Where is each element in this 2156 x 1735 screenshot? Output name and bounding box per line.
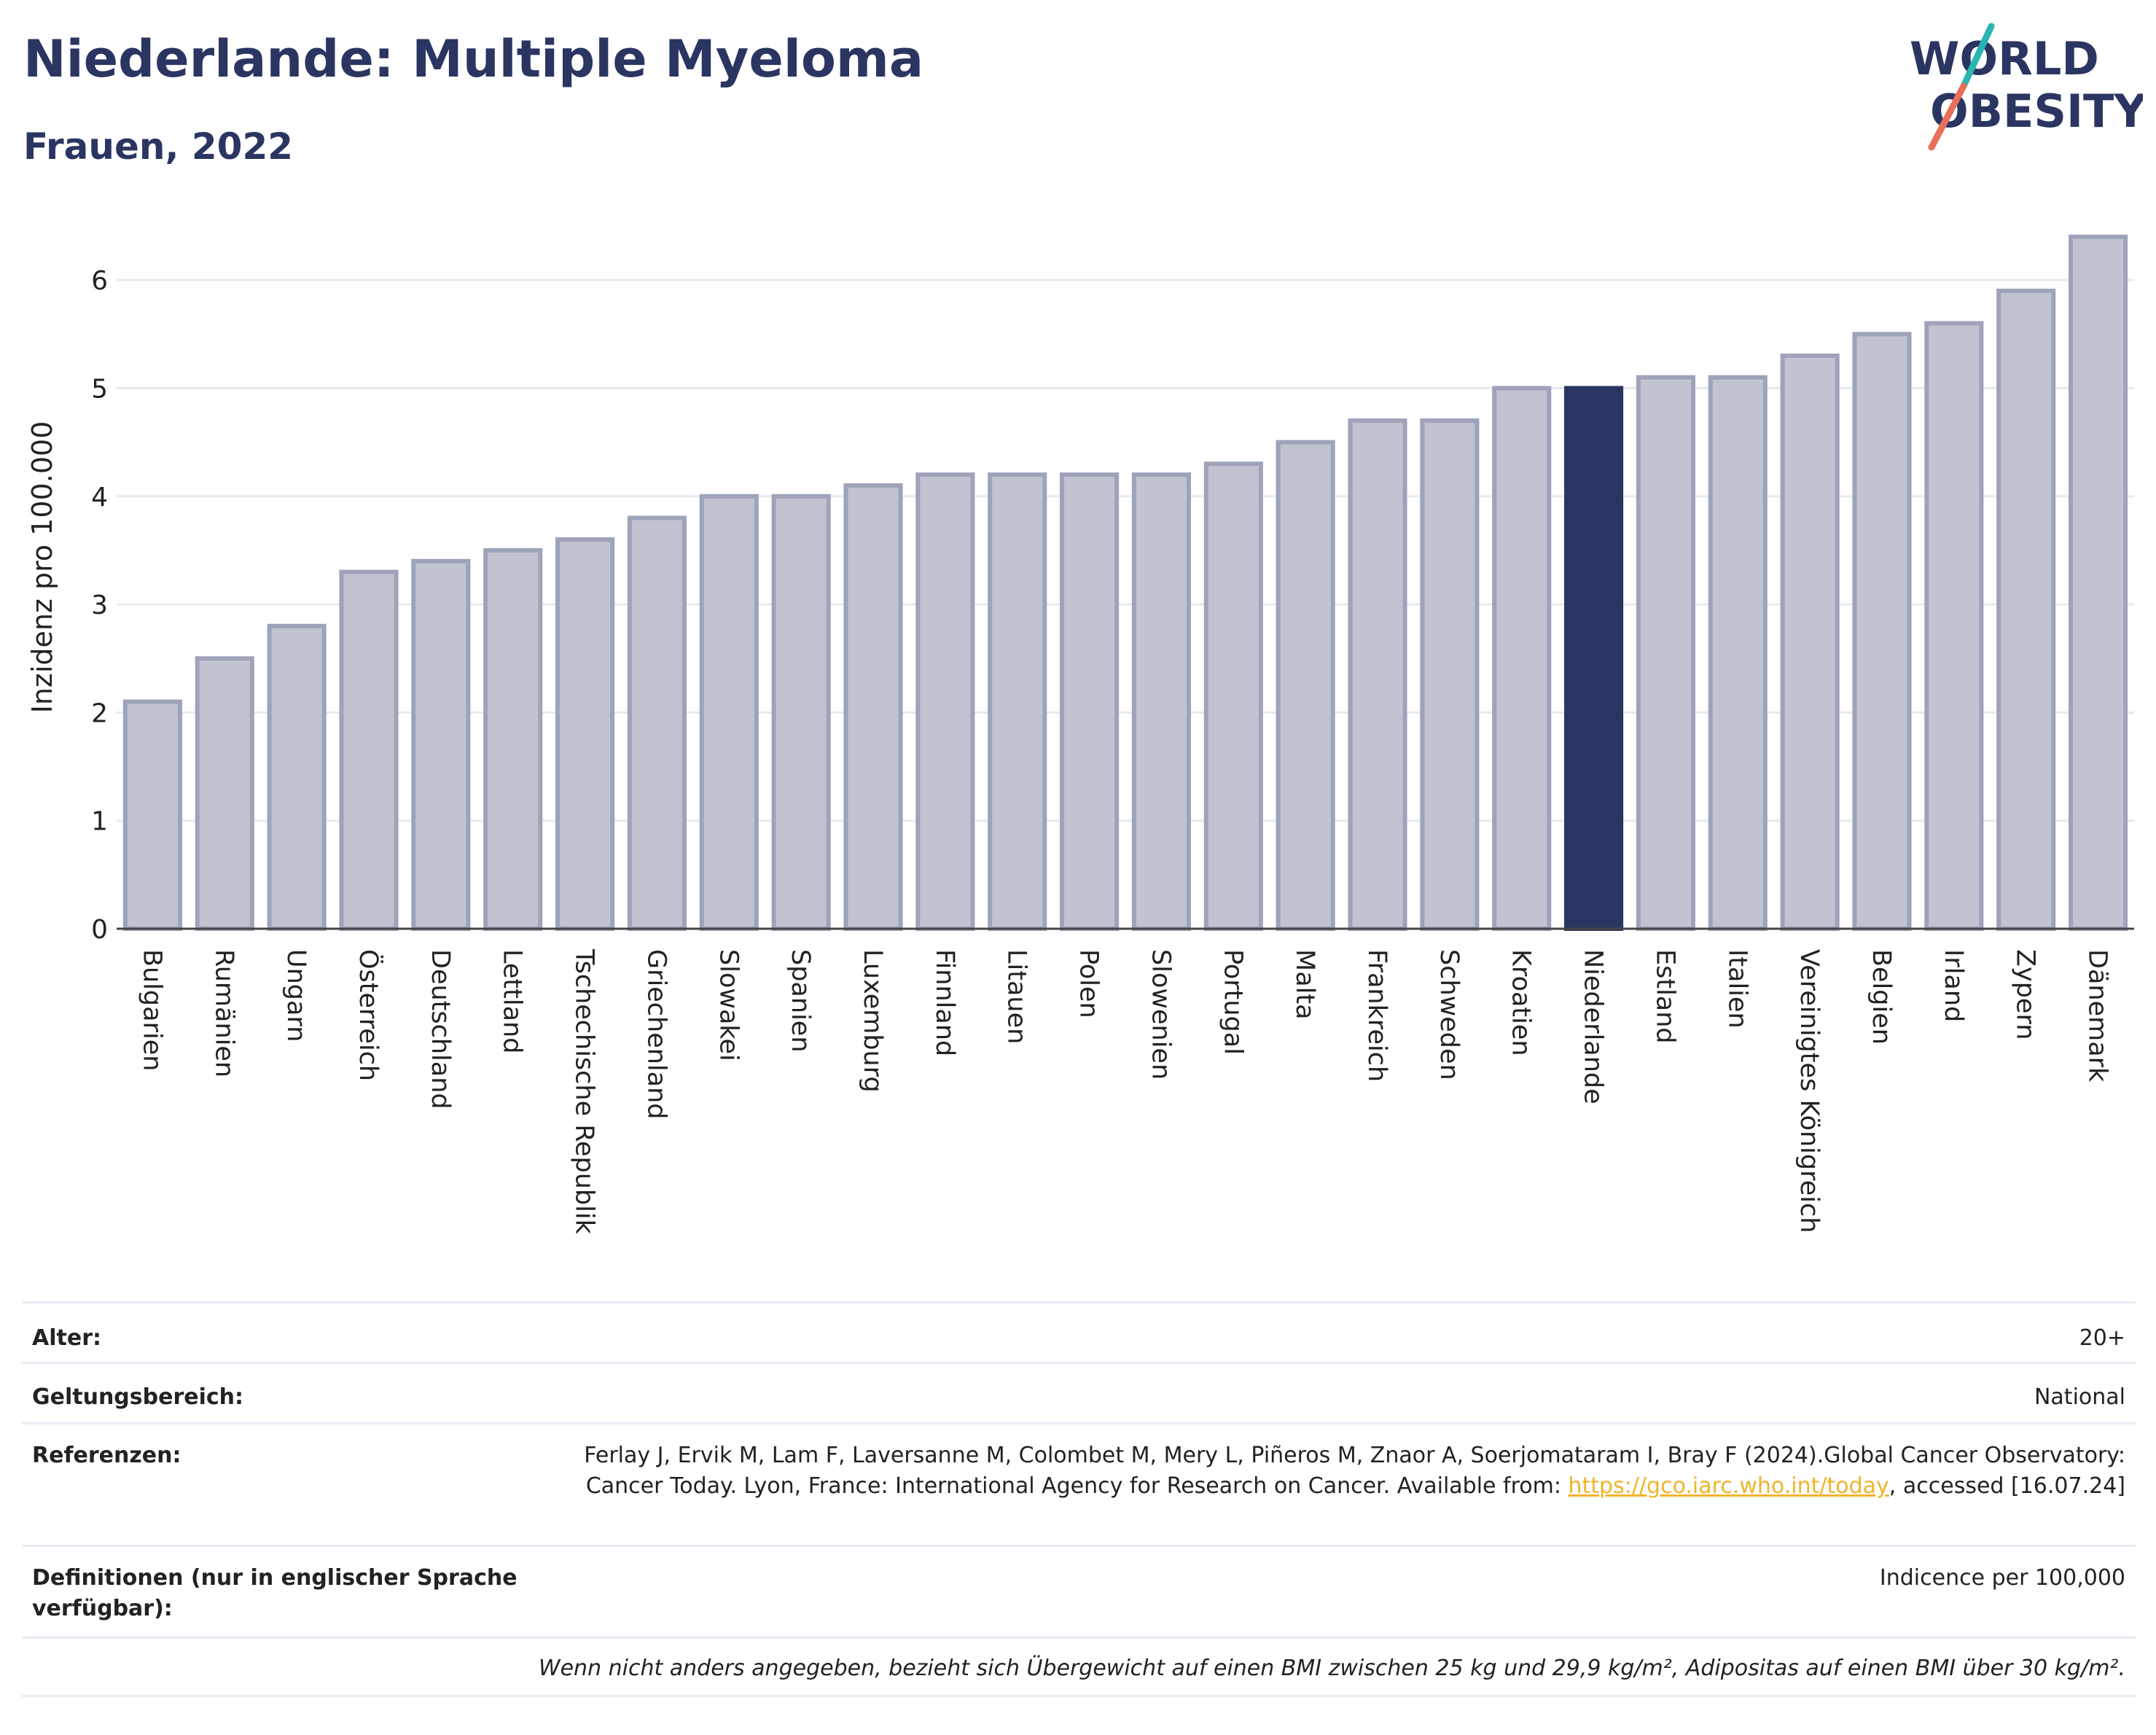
y-tick-label: 6 [91,266,108,296]
bar-spanien [771,494,831,931]
bar-österreich [339,569,399,931]
bar-vereinigtes-königreich [1780,353,1840,931]
x-tick-label: Bulgarien [137,949,166,1071]
x-tick-label: Schweden [1434,949,1464,1080]
logo-slash-teal [1960,23,1995,90]
x-tick-label: Italien [1722,949,1751,1029]
y-tick-label: 1 [91,807,108,837]
x-tick-labels: Bulgarien Rumänien Ungarn Österreich Deutsch… [137,948,2112,1235]
info-row-scope: Geltungsbereich: National [22,1362,2136,1422]
bar-italien [1708,375,1768,931]
bar-belgien [1852,332,1912,931]
info-row-references: Referenzen: Ferlay J, Ervik M, Lam F, La… [22,1422,2136,1545]
bar-deutschland [411,558,471,931]
bar-portugal [1203,461,1263,931]
scope-value: National [2034,1384,2125,1410]
x-tick-label: Niederlande [1579,949,1608,1104]
y-tick-label: 5 [91,374,108,404]
x-tick-label: Finnland [930,949,959,1056]
x-tick-label: Estland [1650,949,1679,1044]
bar-litauen [988,472,1047,931]
bar-rumänien [195,656,254,931]
bar-finnland [915,472,975,931]
y-tick-label: 0 [91,915,108,945]
x-tick-label: Zypern [2011,949,2040,1040]
x-tick-label: Österreich [354,949,384,1081]
x-tick-label: Polen [1074,949,1104,1018]
info-table: Alter: 20+ Geltungsbereich: National Ref… [22,1301,2136,1697]
bar-polen [1060,472,1120,931]
bar-kroatien [1492,386,1552,931]
x-tick-label: Deutschland [426,949,455,1110]
definitions-value: Indicence per 100,000 [1879,1565,2125,1591]
bar-dänemark [2069,234,2128,932]
x-tick-label: Frankreich [1362,949,1391,1082]
x-tick-label: Spanien [786,949,815,1053]
y-tick-label: 2 [91,698,108,728]
references-value: Ferlay J, Ervik M, Lam F, Laversanne M, … [532,1440,2136,1545]
page-title: Niederlande: Multiple Myeloma [23,29,924,89]
x-tick-label: Dänemark [2083,949,2112,1083]
logo-line-1: WORLD [1910,32,2099,85]
page-subtitle: Frauen, 2022 [23,125,294,168]
logo-slash-coral [1928,82,1967,151]
bar-zypern [1996,288,2056,931]
x-tick-label: Belgien [1867,949,1896,1045]
x-tick-label: Rumänien [209,949,238,1077]
x-tick-label: Vereinigtes Königreich [1794,949,1824,1233]
x-tick-label: Litauen [1002,949,1031,1044]
x-tick-label: Griechenland [641,949,671,1119]
references-link[interactable]: https://gco.iarc.who.int/today [1568,1473,1889,1499]
x-tick-label: Portugal [1218,949,1247,1055]
x-tick-label: Lettland [498,949,527,1053]
bar-luxemburg [843,483,903,931]
age-value: 20+ [2079,1325,2125,1351]
bar-tschechische-republik [555,537,615,931]
bar-schweden [1420,418,1480,931]
references-label: Referenzen: [32,1443,181,1468]
y-tick-labels: 0 1 2 3 4 5 6 [91,266,108,945]
bar-irland [1924,321,1984,931]
age-label: Alter: [32,1325,101,1351]
info-row-note: Wenn nicht anders angegeben, bezieht sic… [22,1637,2136,1697]
bar-bulgarien [122,699,182,931]
logo-line-2: OBESITY [1930,85,2143,138]
x-tick-label: Ungarn [281,949,310,1042]
x-tick-label: Tschechische Republik [570,948,599,1235]
x-tick-label: Slowenien [1146,949,1175,1080]
info-row-age: Alter: 20+ [22,1301,2136,1362]
bar-chart: 0 1 2 3 4 5 6 Bulgarien Rumänien Ungarn Österreic… [91,234,2134,1235]
bar-estland [1636,375,1695,931]
definitions-label: Definitionen (nur in englischer Sprache … [32,1565,517,1621]
bar-slowakei [699,494,759,931]
y-tick-label: 3 [91,590,108,620]
bar-griechenland [627,515,687,931]
bar-slowenien [1131,472,1191,931]
references-text-2: , accessed [16.07.24] [1889,1473,2125,1499]
x-tick-label: Malta [1290,949,1319,1020]
bar-lettland [483,547,543,931]
bars [122,234,2128,932]
x-tick-label: Irland [1939,949,1968,1022]
bar-malta [1276,440,1335,931]
y-axis-label: Inzidenz pro 100.000 [26,421,58,714]
x-tick-label: Slowakei [714,949,743,1061]
footnote: Wenn nicht anders angegeben, bezieht sic… [538,1656,2125,1681]
y-tick-label: 4 [91,483,108,512]
bar-frankreich [1348,418,1407,931]
scope-label: Geltungsbereich: [32,1384,244,1410]
x-tick-label: Kroatien [1507,949,1536,1056]
bar-ungarn [267,623,327,931]
world-obesity-logo: WORLD OBESITY [1910,23,2143,151]
bar-niederlande [1564,386,1624,931]
x-tick-label: Luxemburg [858,949,887,1093]
references-text-1: Ferlay J, Ervik M, Lam F, Laversanne M, … [584,1443,2125,1499]
info-row-definitions: Definitionen (nur in englischer Sprache … [22,1545,2136,1637]
